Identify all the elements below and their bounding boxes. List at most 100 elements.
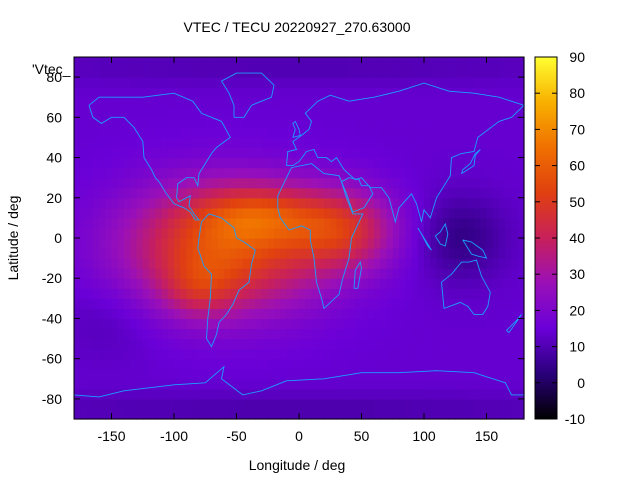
heatmap-cell [430,157,438,169]
heatmap-cell [292,278,300,289]
heatmap-cell [411,308,419,320]
heatmap-cell [224,227,231,239]
heatmap-cell [286,107,294,118]
heatmap-cell [92,328,100,340]
heatmap-cell [211,137,219,149]
heatmap-cell [436,57,444,68]
heatmap-cell [455,358,463,370]
heatmap-cell [511,338,519,350]
heatmap-cell [230,338,238,350]
heatmap-cell [80,217,88,229]
heatmap-cell [442,248,450,259]
heatmap-cell [461,268,469,279]
heatmap-cell [192,117,200,128]
heatmap-cell [511,177,519,189]
heatmap-cell [249,147,256,159]
heatmap-cell [255,278,263,289]
heatmap-cell [142,278,150,289]
heatmap-cell [205,117,213,128]
heatmap-cell [261,87,269,98]
heatmap-cell [411,298,419,309]
heatmap-cell [167,278,175,289]
heatmap-cell [349,358,356,370]
heatmap-cell [180,117,188,128]
heatmap-cell [505,398,513,410]
heatmap-cell [330,378,338,390]
heatmap-cell [342,308,350,320]
heatmap-cell [117,408,125,420]
heatmap-cell [86,368,94,380]
heatmap-cell [149,238,156,249]
heatmap-cell [99,238,106,249]
heatmap-cell [205,167,213,179]
heatmap-cell [149,167,156,179]
heatmap-cell [124,248,131,259]
heatmap-cell [186,167,194,179]
heatmap-cell [342,248,350,259]
heatmap-cell [386,368,394,380]
heatmap-cell [205,207,213,219]
heatmap-cell [105,57,113,68]
heatmap-cell [386,348,394,360]
heatmap-cell [186,268,194,279]
heatmap-cell [511,117,519,128]
heatmap-cell [374,288,381,299]
heatmap-cell [255,258,263,269]
heatmap-cell [80,87,88,98]
heatmap-cell [99,137,106,149]
heatmap-cell [242,197,250,209]
heatmap-cell [99,157,106,169]
heatmap-cell [111,57,119,68]
heatmap-cell [436,268,444,279]
heatmap-cell [192,217,200,229]
heatmap-cell [255,308,263,320]
heatmap-cell [342,107,350,118]
heatmap-cell [149,87,156,98]
heatmap-cell [349,408,356,420]
heatmap-cell [242,67,250,78]
heatmap-cell [205,358,213,370]
heatmap-cell [417,328,425,340]
heatmap-cell [149,177,156,189]
heatmap-cell [480,77,488,88]
heatmap-cell [417,87,425,98]
heatmap-cell [99,298,106,309]
heatmap-cell [86,207,94,219]
heatmap-cell [349,187,356,199]
heatmap-cell [180,177,188,189]
heatmap-cell [142,67,150,78]
heatmap-cell [324,147,331,159]
heatmap-cell [149,248,156,259]
heatmap-cell [336,207,344,219]
heatmap-cell [136,238,144,249]
heatmap-cell [80,278,88,289]
heatmap-cell [449,227,456,239]
heatmap-cell [280,248,288,259]
heatmap-cell [461,378,469,390]
heatmap-cell [430,177,438,189]
heatmap-cell [155,408,163,420]
colorbar-tick-label: 20 [569,302,585,318]
heatmap-cell [392,318,400,330]
heatmap-cell [442,258,450,269]
heatmap-cell [505,358,513,370]
heatmap-cell [124,137,131,149]
heatmap-cell [499,67,506,78]
heatmap-cell [374,398,381,410]
heatmap-cell [205,398,213,410]
heatmap-cell [417,197,425,209]
heatmap-cell [455,338,463,350]
heatmap-cell [205,177,213,189]
heatmap-cell [136,258,144,269]
heatmap-cell [324,197,331,209]
heatmap-cell [399,348,406,360]
heatmap-cell [361,77,369,88]
heatmap-cell [149,258,156,269]
heatmap-cell [186,157,194,169]
heatmap-cell [192,348,200,360]
heatmap-cell [299,308,306,320]
heatmap-cell [74,258,81,269]
heatmap-cell [186,298,194,309]
heatmap-cell [436,107,444,118]
